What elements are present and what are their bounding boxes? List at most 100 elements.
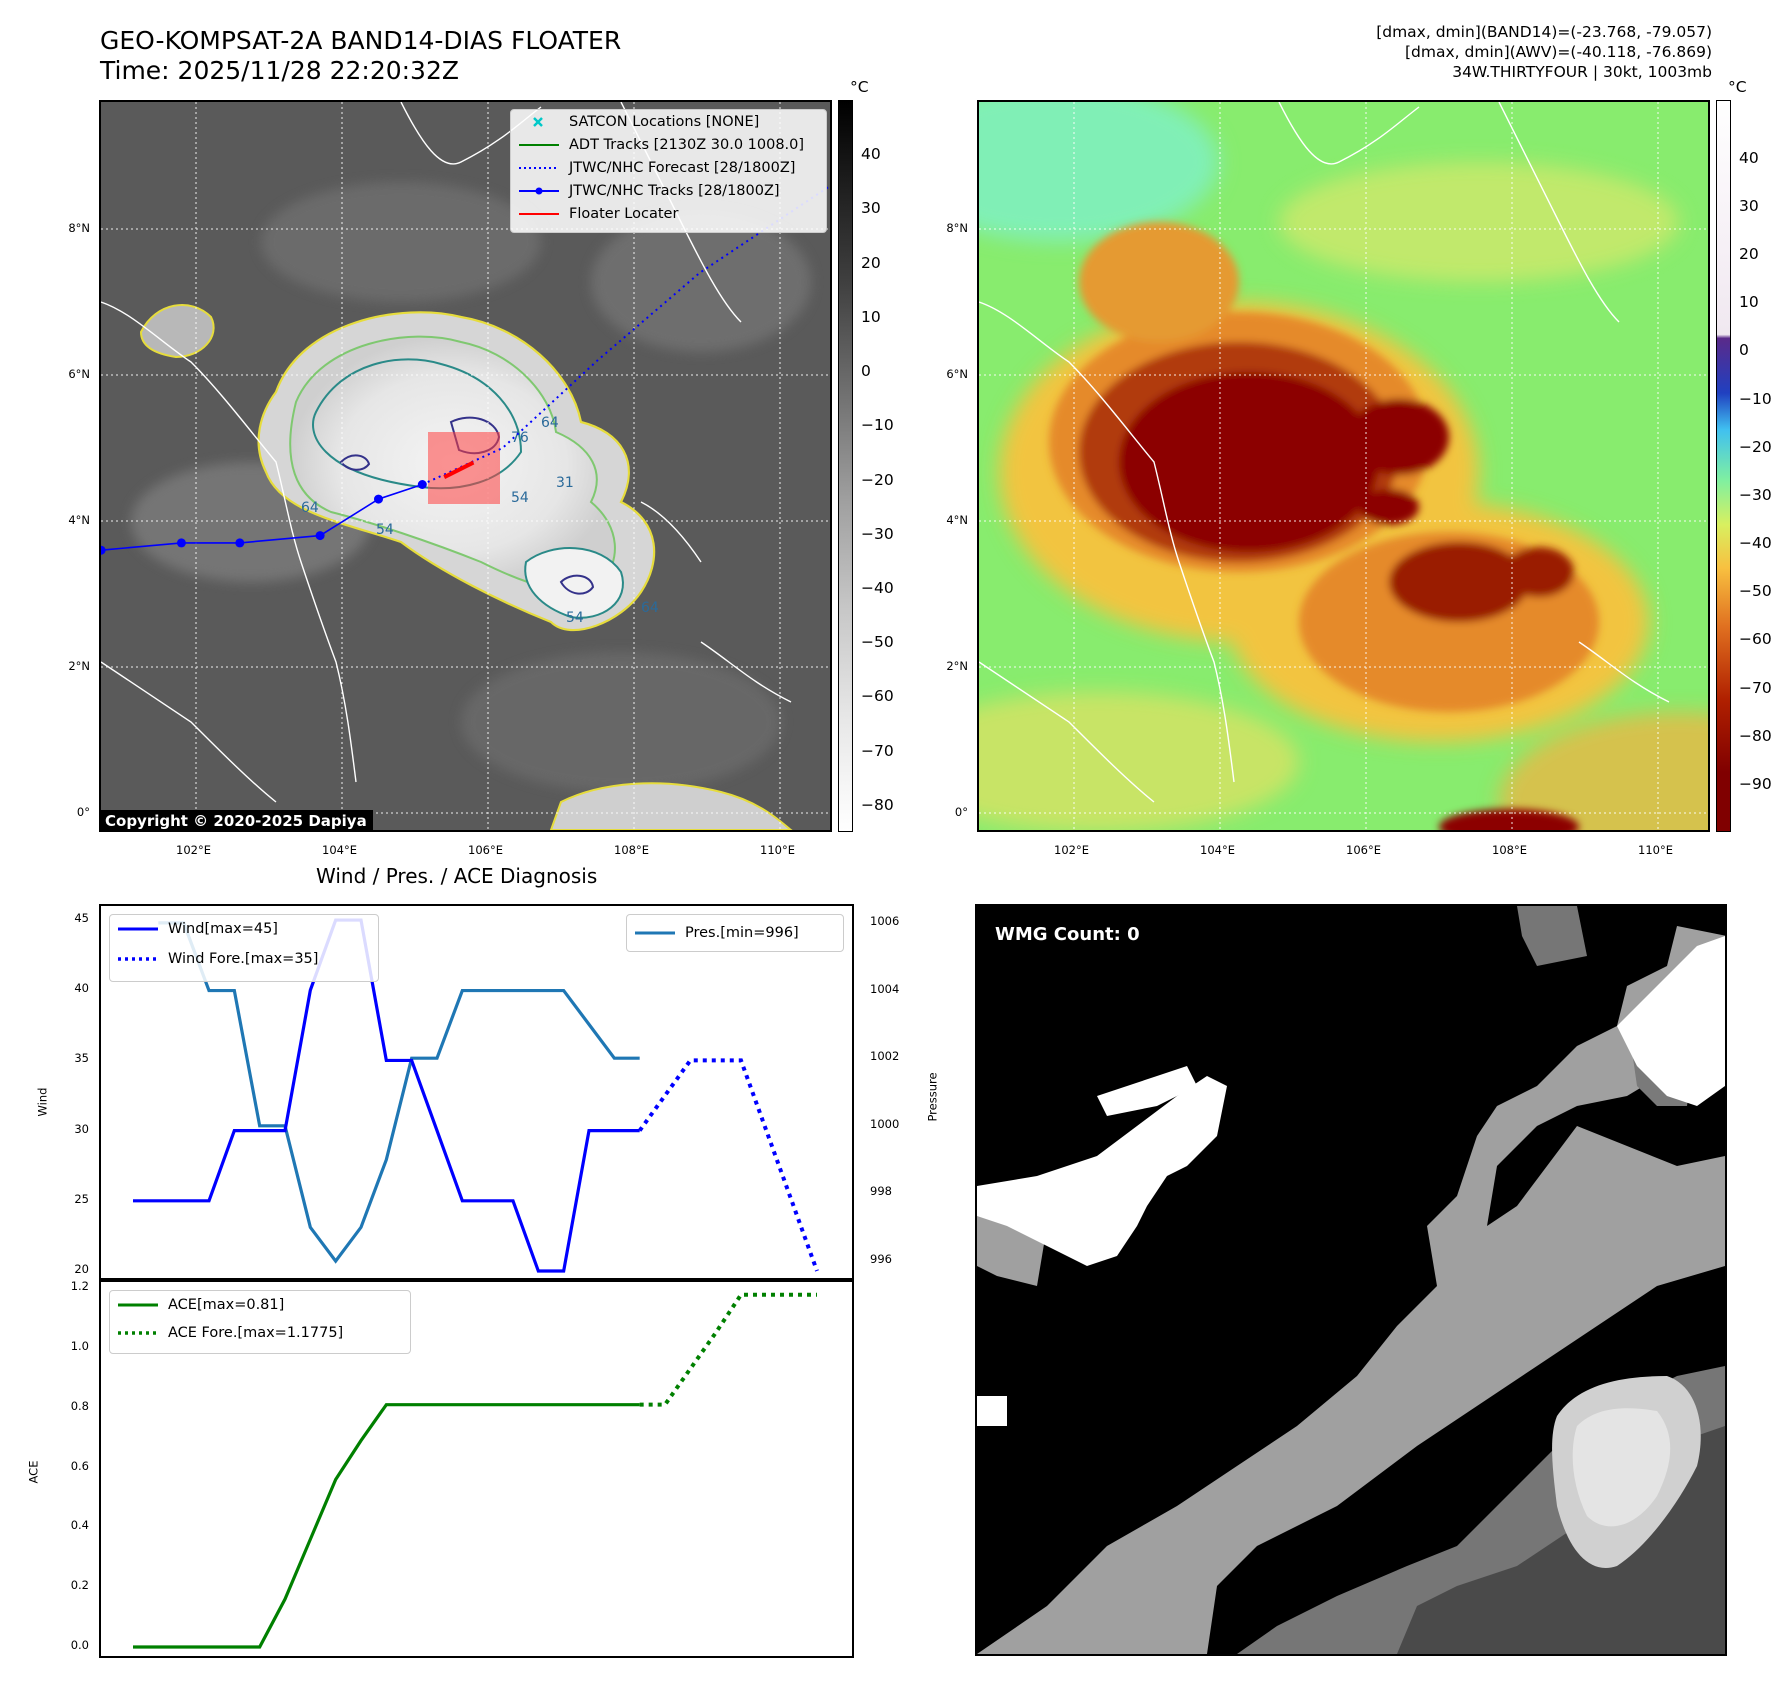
- legend-tracks: JTWC/NHC Tracks [28/1800Z]: [511, 183, 780, 199]
- lat-tick: 4°N: [946, 513, 968, 527]
- lat-tick: 8°N: [946, 221, 968, 235]
- ace-tick: 0.4: [70, 1518, 89, 1533]
- legend-pres: Pres.[min=996]: [627, 925, 799, 941]
- pressure-ylabel: Pressure: [925, 1072, 940, 1122]
- lat-tick: 4°N: [68, 513, 90, 527]
- figure-title: GEO-KOMPSAT-2A BAND14-DIAS FLOATER Time:…: [100, 26, 621, 86]
- colorbar-tick: −70: [861, 741, 894, 760]
- dotted-line-icon: [118, 1326, 158, 1340]
- wind-pressure-chart: [133, 918, 819, 1273]
- ace-forecast-line: [639, 1292, 817, 1407]
- lon-tick: 104°E: [1200, 843, 1235, 857]
- lon-tick: 110°E: [760, 843, 795, 857]
- ace-tick: 1.2: [70, 1278, 89, 1293]
- contour-label: 64: [641, 600, 659, 616]
- colorbar-tick: 20: [861, 253, 881, 272]
- line-icon: [635, 926, 675, 940]
- colorbar-tick: −30: [861, 524, 894, 543]
- colorbar-tick: −10: [1739, 389, 1772, 408]
- ir-colorbar: [838, 100, 853, 832]
- contour-label: 31: [556, 475, 574, 491]
- contour-label: 64: [541, 415, 559, 431]
- lat-tick: 0°: [954, 805, 968, 819]
- legend-wind: Wind[max=45]: [110, 921, 278, 937]
- line-icon: [519, 138, 559, 152]
- wind-ylabel: Wind: [35, 1087, 50, 1117]
- colorbar-tick: 0: [861, 362, 871, 381]
- lat-tick: 0°: [76, 805, 90, 819]
- ace-tick: 0.8: [70, 1398, 89, 1413]
- info-band14-range: [dmax, dmin](BAND14)=(-23.768, -79.057): [1376, 23, 1712, 41]
- colorbar-unit: °C: [850, 78, 869, 96]
- pressure-legend: Pres.[min=996]: [626, 914, 844, 952]
- colorbar-unit: °C: [1728, 78, 1747, 96]
- wind-tick: 25: [74, 1191, 89, 1206]
- title-time: Time: 2025/11/28 22:20:32Z: [100, 56, 459, 85]
- dotted-line-icon: [519, 161, 559, 175]
- legend-forecast: JTWC/NHC Forecast [28/1800Z]: [511, 160, 795, 176]
- lon-tick: 106°E: [1346, 843, 1381, 857]
- ir-map-panel: 64 54 76 64 54 31 54 64 SATCON Locations…: [99, 100, 832, 832]
- lat-tick: 8°N: [68, 221, 90, 235]
- contour-label: 54: [376, 522, 394, 538]
- line-icon: [519, 207, 559, 221]
- track-point: [235, 538, 245, 548]
- pressure-tick: 1002: [870, 1049, 900, 1064]
- ace-line: [133, 1403, 640, 1649]
- forecast-track: [421, 184, 830, 486]
- wind-line: [133, 918, 640, 1273]
- colorbar-tick: 10: [1739, 293, 1759, 312]
- wind-tick: 30: [74, 1121, 89, 1136]
- ace-ylabel: ACE: [26, 1460, 41, 1484]
- pressure-tick: 1004: [870, 981, 900, 996]
- wind-legend: Wind[max=45] Wind Fore.[max=35]: [109, 914, 379, 982]
- observed-track: [101, 483, 423, 551]
- ace-tick: 0.0: [70, 1638, 89, 1653]
- wind-tick: 35: [74, 1051, 89, 1066]
- lon-tick: 108°E: [1492, 843, 1527, 857]
- pressure-tick: 996: [870, 1252, 892, 1267]
- title-satellite: GEO-KOMPSAT-2A BAND14-DIAS FLOATER: [100, 26, 622, 55]
- ace-tick: 1.0: [70, 1338, 89, 1353]
- pressure-tick: 1006: [870, 913, 900, 928]
- colorbar-tick: 30: [1739, 196, 1759, 215]
- lat-tick: 2°N: [946, 659, 968, 673]
- line-dot-icon: [519, 184, 559, 198]
- ace-tick: 0.2: [70, 1578, 89, 1593]
- legend-adt: ADT Tracks [2130Z 30.0 1008.0]: [511, 137, 804, 153]
- info-awv-range: [dmax, dmin](AWV)=(-40.118, -76.869): [1405, 43, 1712, 61]
- colorbar-tick: −70: [1739, 678, 1772, 697]
- map-legend: SATCON Locations [NONE] ADT Tracks [2130…: [510, 109, 827, 233]
- colorbar-tick: 0: [1739, 341, 1749, 360]
- floater-locater-line: [443, 460, 475, 479]
- legend-wind-fore: Wind Fore.[max=35]: [110, 951, 318, 967]
- line-icon: [118, 922, 158, 936]
- track-layer: [101, 184, 830, 555]
- colorbar-tick: 40: [1739, 148, 1759, 167]
- colorbar-tick: −40: [1739, 534, 1772, 553]
- lon-tick: 106°E: [468, 843, 503, 857]
- colorbar-tick: 30: [861, 199, 881, 218]
- lat-tick: 2°N: [68, 659, 90, 673]
- colorbar-tick: −80: [1739, 726, 1772, 745]
- contour-label: 64: [301, 500, 319, 516]
- colorbar-tick: −80: [861, 795, 894, 814]
- wind-pressure-plot: Wind[max=45] Wind Fore.[max=35] Pres.[mi…: [99, 904, 854, 1280]
- colorbar-tick: −50: [861, 633, 894, 652]
- wind-forecast-line: [638, 1058, 819, 1272]
- info-storm-id: 34W.THIRTYFOUR | 30kt, 1003mb: [1452, 63, 1712, 81]
- dotted-line-icon: [118, 952, 158, 966]
- legend-ace: ACE[max=0.81]: [110, 1297, 284, 1313]
- x-marker-icon: [519, 115, 559, 129]
- colorbar-tick: −20: [1739, 437, 1772, 456]
- legend-floater: Floater Locater: [511, 206, 678, 222]
- wind-tick: 40: [74, 981, 89, 996]
- track-point: [417, 480, 427, 489]
- colorbar-tick: 10: [861, 307, 881, 326]
- copyright-badge: Copyright © 2020-2025 Dapiya: [99, 810, 373, 832]
- diagnosis-title: Wind / Pres. / ACE Diagnosis: [316, 864, 598, 888]
- track-point: [315, 531, 325, 541]
- contour-label: 76: [511, 430, 529, 446]
- line-icon: [118, 1298, 158, 1312]
- track-point: [374, 494, 383, 504]
